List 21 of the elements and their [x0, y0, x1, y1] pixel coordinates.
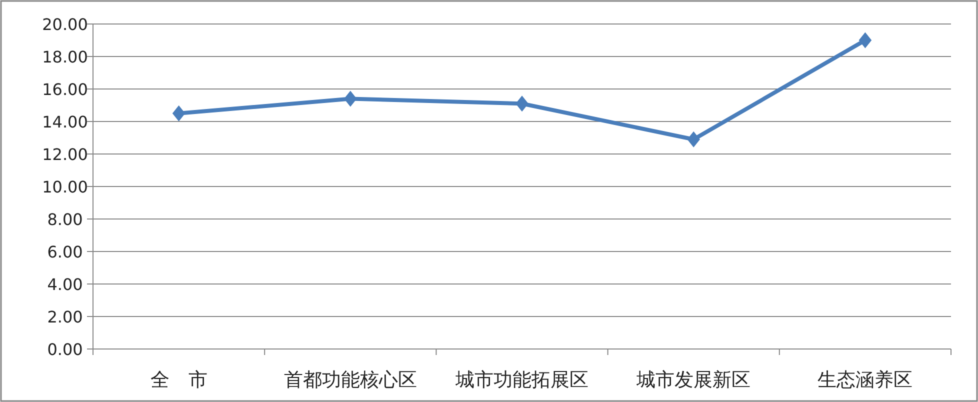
y-tick-label: 2.00 — [47, 308, 83, 326]
y-tick-label: 6.00 — [47, 242, 83, 262]
x-tick-label: 城市发展新区 — [636, 369, 751, 391]
y-tick-label: 8.00 — [47, 210, 83, 229]
y-tick-label: 10.00 — [42, 178, 88, 196]
y-tick-label: 18.00 — [42, 48, 88, 66]
point — [344, 90, 357, 107]
y-tick-label: 0.00 — [47, 340, 83, 359]
y-tick-label: 20.00 — [42, 15, 88, 34]
x-tick-label: 生态涵养区 — [818, 369, 913, 391]
y-tick-label: 12.00 — [42, 145, 88, 164]
y-tick-label: 4.00 — [47, 275, 83, 294]
point — [858, 32, 872, 48]
point — [516, 96, 528, 112]
point — [687, 131, 700, 148]
y-tick-label: 14.00 — [42, 112, 88, 132]
point — [172, 105, 186, 122]
x-tick-label: 全 市 — [150, 369, 208, 391]
y-tick-label: 16.00 — [42, 80, 88, 99]
x-tick-label: 首都功能核心区 — [284, 369, 417, 391]
x-tick-label: 城市功能拓展区 — [454, 369, 588, 391]
